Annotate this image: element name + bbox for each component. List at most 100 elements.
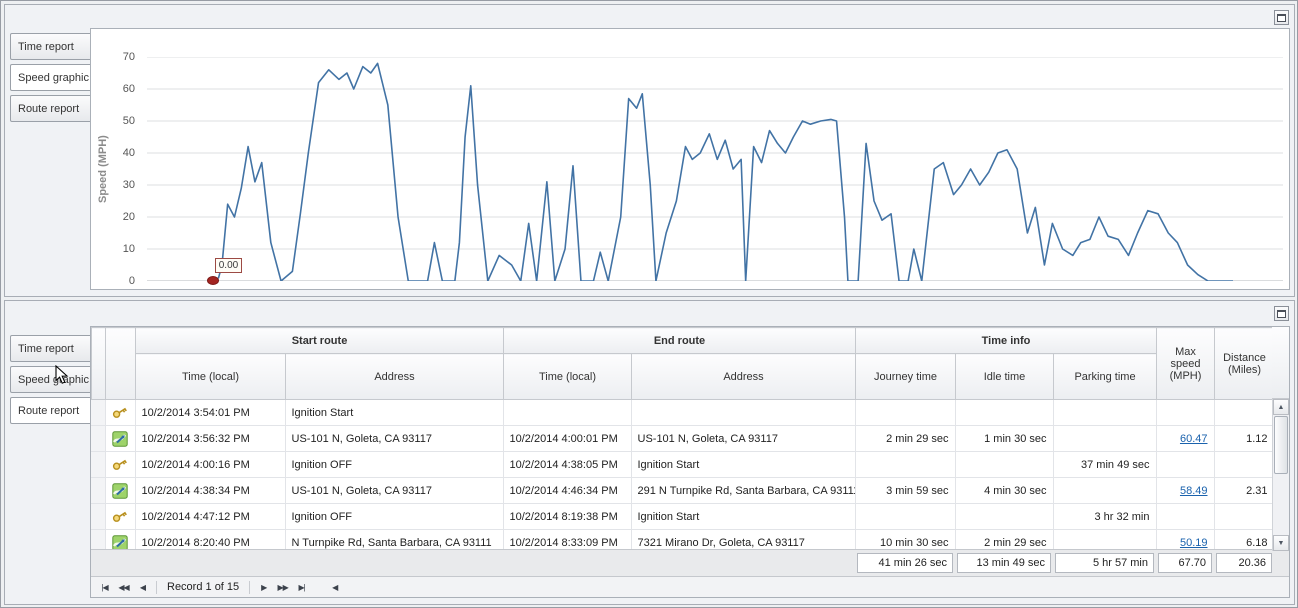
last-record-button[interactable]: ▶| <box>298 582 306 592</box>
tab-label: Speed graphic <box>18 71 89 84</box>
max-speed-link[interactable]: 58.49 <box>1179 484 1208 497</box>
ignition-key-icon <box>112 510 128 522</box>
y-tick-label: 0 <box>128 275 135 287</box>
hscroll-left-button[interactable]: ◀ <box>332 582 338 592</box>
first-record-button[interactable]: |◀ <box>101 582 108 592</box>
group-header-end-route[interactable]: End route <box>503 327 856 354</box>
next-page-button[interactable]: ▶▶ <box>277 582 289 592</box>
prev-page-button[interactable]: ◀◀ <box>118 582 129 592</box>
row-indicator <box>91 477 106 504</box>
group-header-time-info[interactable]: Time info <box>854 327 1158 354</box>
column-header-end-address[interactable]: Address <box>631 353 856 400</box>
cell-max-speed: 58.49 <box>1156 477 1215 504</box>
column-header-start-address[interactable]: Address <box>285 353 504 400</box>
grid-rows-viewport: 10/2/2014 3:54:01 PM Ignition Start 10/2/2… <box>91 400 1289 550</box>
cell-max-speed <box>1156 400 1215 426</box>
cell-idle-time <box>955 503 1054 530</box>
tab-time-report[interactable]: Time report <box>10 33 92 60</box>
column-header-start-time[interactable]: Time (local) <box>135 353 286 400</box>
column-header-end-time[interactable]: Time (local) <box>503 353 632 400</box>
cell-max-speed <box>1156 451 1215 478</box>
row-indicator <box>91 400 106 426</box>
cell-idle-time: 1 min 30 sec <box>955 425 1054 452</box>
table-row[interactable]: 10/2/2014 3:54:01 PM Ignition Start <box>91 400 1275 426</box>
grid-summary-row: 41 min 26 sec 13 min 49 sec 5 hr 57 min … <box>91 549 1289 577</box>
table-row[interactable]: 10/2/2014 4:47:12 PM Ignition OFF 10/2/201… <box>91 503 1275 530</box>
cell-idle-time: 4 min 30 sec <box>955 477 1054 504</box>
cell-idle-time <box>955 451 1054 478</box>
tab-speed-graphic[interactable]: Speed graphic <box>10 366 92 393</box>
scrollbar-thumb[interactable] <box>1274 416 1288 474</box>
cell-journey-time <box>855 451 956 478</box>
collapse-panel-button[interactable] <box>1274 306 1289 321</box>
tab-route-report[interactable]: Route report <box>10 95 92 122</box>
column-header-max-speed[interactable]: Max speed (MPH) <box>1156 327 1216 400</box>
speed-line-series <box>212 63 1233 281</box>
table-row[interactable]: 10/2/2014 3:56:32 PM US-101 N, Goleta, CA… <box>91 425 1275 452</box>
cell-start-time: 10/2/2014 8:20:40 PM <box>135 529 286 550</box>
cell-row-icon <box>105 477 136 504</box>
cell-journey-time <box>855 503 956 530</box>
speed-chart: Speed (MPH) 0 10 20 30 40 50 60 70 0.00 <box>90 28 1290 290</box>
row-indicator <box>91 451 106 478</box>
summary-cell-idle: 13 min 49 sec <box>955 550 1053 576</box>
column-header-distance[interactable]: Distance (Miles) <box>1214 327 1276 400</box>
route-map-icon <box>112 430 128 447</box>
prev-record-button[interactable]: ◀ <box>139 582 146 592</box>
collapse-panel-button[interactable] <box>1274 10 1289 25</box>
body-table: 10/2/2014 3:54:01 PM Ignition Start 10/2/2… <box>91 400 1275 550</box>
cell-start-address: US-101 N, Goleta, CA 93117 <box>285 425 504 452</box>
column-header-journey-time[interactable]: Journey time <box>855 353 956 400</box>
scroll-down-button[interactable]: ▼ <box>1273 535 1289 551</box>
row-indicator <box>91 503 106 530</box>
cell-end-time: 10/2/2014 4:38:05 PM <box>503 451 632 478</box>
table-row[interactable]: 10/2/2014 8:20:40 PM N Turnpike Rd, Santa… <box>91 529 1275 550</box>
cell-start-time: 10/2/2014 4:38:34 PM <box>135 477 286 504</box>
tab-label: Speed graphic <box>18 373 89 386</box>
y-tick-label: 40 <box>122 147 135 160</box>
vertical-scrollbar[interactable]: ▲ ▼ <box>1272 399 1289 551</box>
tab-label: Route report <box>18 404 80 417</box>
route-map-icon <box>112 482 128 499</box>
tab-label: Time report <box>18 342 74 355</box>
route-map-icon <box>112 534 128 550</box>
summary-journey-time: 41 min 26 sec <box>857 553 953 574</box>
next-record-button[interactable]: ▶ <box>261 582 267 592</box>
summary-cell-max-speed: 67.70 <box>1156 550 1214 576</box>
table-row[interactable]: 10/2/2014 4:38:34 PM US-101 N, Goleta, CA… <box>91 477 1275 504</box>
cell-max-speed: 60.47 <box>1156 425 1215 452</box>
cell-parking-time <box>1053 529 1157 550</box>
table-row[interactable]: 10/2/2014 4:00:16 PM Ignition OFF 10/2/201… <box>91 451 1275 478</box>
summary-parking-time: 5 hr 57 min <box>1055 553 1154 574</box>
y-tick-label: 30 <box>122 179 135 191</box>
cell-end-address: Ignition Start <box>631 503 856 530</box>
row-indicator <box>91 425 106 452</box>
tab-speed-graphic[interactable]: Speed graphic <box>10 64 92 91</box>
chart-plot-area[interactable]: 0.00 <box>147 57 1283 285</box>
cell-end-address <box>631 400 856 426</box>
max-speed-link[interactable]: 50.19 <box>1179 536 1208 549</box>
tab-route-report[interactable]: Route report <box>10 397 92 424</box>
cell-idle-time <box>955 400 1054 426</box>
speed-annotation-label: 0.00 <box>214 258 243 273</box>
column-header-idle-time[interactable]: Idle time <box>955 353 1054 400</box>
row-indicator <box>91 529 106 550</box>
group-header-start-route[interactable]: Start route <box>135 327 504 354</box>
cell-journey-time: 2 min 29 sec <box>855 425 956 452</box>
scroll-up-button[interactable]: ▲ <box>1273 399 1289 415</box>
summary-cell-parking: 5 hr 57 min <box>1053 550 1156 576</box>
column-header-parking-time[interactable]: Parking time <box>1052 353 1158 400</box>
tab-time-report[interactable]: Time report <box>10 335 92 362</box>
cell-distance: 6.18 <box>1214 529 1275 550</box>
summary-idle-time: 13 min 49 sec <box>957 553 1051 574</box>
cell-distance <box>1214 451 1275 478</box>
ignition-key-icon <box>112 406 128 418</box>
cell-end-time: 10/2/2014 4:46:34 PM <box>503 477 632 504</box>
cell-start-address: Ignition OFF <box>285 503 504 530</box>
max-speed-link[interactable]: 60.47 <box>1179 432 1208 445</box>
cell-start-address: N Turnpike Rd, Santa Barbara, CA 93111 <box>285 529 504 550</box>
cell-start-time: 10/2/2014 4:47:12 PM <box>135 503 286 530</box>
cell-max-speed <box>1156 503 1215 530</box>
cell-start-time: 10/2/2014 3:54:01 PM <box>135 400 286 426</box>
cell-distance <box>1214 400 1275 426</box>
